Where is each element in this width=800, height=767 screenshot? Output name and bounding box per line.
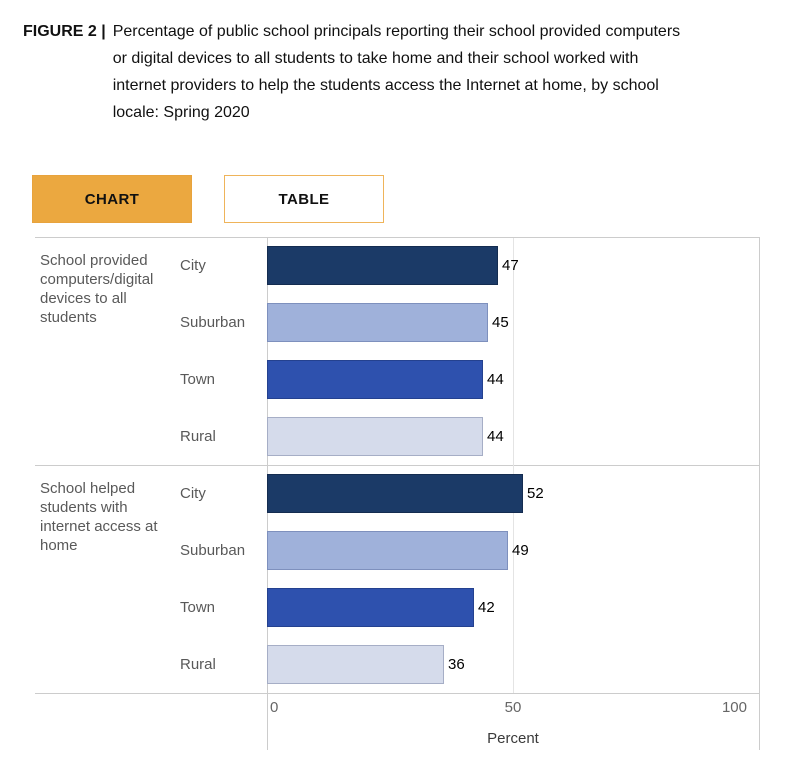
chart-top-border xyxy=(35,237,760,238)
category-label: City xyxy=(180,257,206,274)
bar-suburban xyxy=(267,303,488,342)
figure-title-line: or digital devices to all students to ta… xyxy=(112,50,639,67)
figure-title-line: internet providers to help the students … xyxy=(112,77,659,94)
bar-town xyxy=(267,588,474,627)
bar-value-label: 36 xyxy=(448,656,465,673)
bar-town xyxy=(267,360,483,399)
bar-row: Rural 44 xyxy=(35,408,761,465)
bar-row: Rural 36 xyxy=(35,636,761,693)
bar-track: 47 xyxy=(267,246,759,285)
bar-row: City 47 xyxy=(35,237,761,294)
bar-track: 45 xyxy=(267,303,759,342)
bar-value-label: 44 xyxy=(487,428,504,445)
category-label: Town xyxy=(180,599,216,616)
category-label: Rural xyxy=(180,656,216,673)
x-tick-label-100: 100 xyxy=(721,699,747,716)
bar-track: 49 xyxy=(267,531,759,570)
x-tick-label-0: 0 xyxy=(270,699,279,716)
bar-track: 42 xyxy=(267,588,759,627)
bar-track: 44 xyxy=(267,360,759,399)
category-label: Rural xyxy=(180,428,216,445)
figure-number-label: FIGURE 2 | xyxy=(23,23,106,40)
bar-value-label: 45 xyxy=(492,314,509,331)
axis-edge-line-100 xyxy=(759,237,760,750)
tab-table[interactable]: TABLE xyxy=(224,175,384,223)
group-separator-line xyxy=(35,465,760,466)
view-tabs: CHART TABLE xyxy=(32,175,384,223)
bar-row: Town 42 xyxy=(35,579,761,636)
bar-row: Town 44 xyxy=(35,351,761,408)
bar-chart: School provided computers/digital device… xyxy=(35,237,761,755)
figure-title: FIGURE 2 | Percentage of public school p… xyxy=(23,18,680,126)
chart-group: School provided computers/digital device… xyxy=(35,237,761,465)
category-label: City xyxy=(180,485,206,502)
bar-value-label: 49 xyxy=(512,542,529,559)
tab-chart[interactable]: CHART xyxy=(32,175,192,223)
category-label: Town xyxy=(180,371,216,388)
category-label: Suburban xyxy=(180,314,246,331)
group-label: School provided computers/digital device… xyxy=(40,252,154,326)
bar-city xyxy=(267,474,523,513)
figure-title-text: Percentage of public school principals r… xyxy=(113,18,680,126)
category-label: Suburban xyxy=(180,542,246,559)
bar-row: Suburban 49 xyxy=(35,522,761,579)
figure-title-line: Percentage of public school principals r… xyxy=(112,23,681,40)
gridline-50 xyxy=(513,238,514,693)
bar-track: 36 xyxy=(267,645,759,684)
x-tick-label-50: 50 xyxy=(504,699,522,716)
bar-value-label: 47 xyxy=(502,257,519,274)
bar-suburban xyxy=(267,531,508,570)
bar-city xyxy=(267,246,498,285)
bar-rural xyxy=(267,417,483,456)
bar-value-label: 52 xyxy=(527,485,544,502)
bar-value-label: 42 xyxy=(478,599,495,616)
x-axis-line xyxy=(35,693,760,694)
bar-value-label: 44 xyxy=(487,371,504,388)
x-axis-title: Percent xyxy=(487,730,539,747)
bar-track: 52 xyxy=(267,474,759,513)
bar-rural xyxy=(267,645,444,684)
bar-row: City 52 xyxy=(35,465,761,522)
bar-track: 44 xyxy=(267,417,759,456)
figure-title-line: locale: Spring 2020 xyxy=(112,104,250,121)
chart-group: School helped students with internet acc… xyxy=(35,465,761,693)
bar-row: Suburban 45 xyxy=(35,294,761,351)
group-label: School helped students with internet acc… xyxy=(40,480,158,554)
